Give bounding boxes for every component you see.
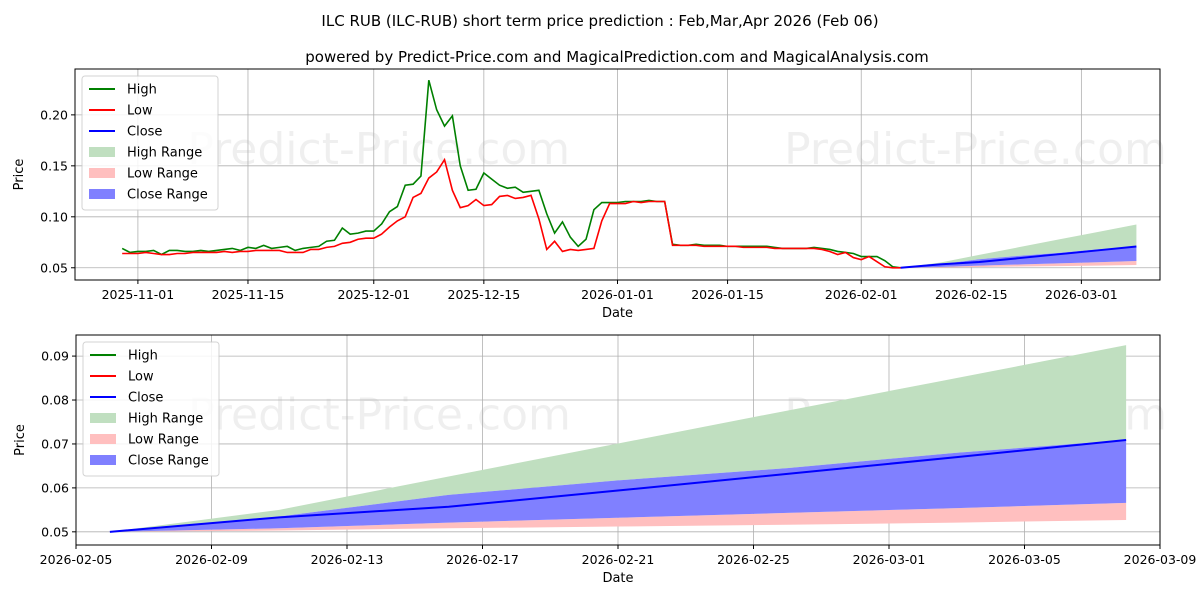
y-tick-label: 0.10 bbox=[40, 209, 68, 224]
history-chart: Predict-Price.com Predict-Price.com 2025-1… bbox=[12, 68, 1167, 321]
watermark: Predict-Price.com bbox=[187, 124, 570, 175]
legend-label: Low bbox=[127, 104, 153, 119]
high-line bbox=[121, 80, 901, 269]
low-range-area bbox=[109, 502, 1127, 532]
y-tick-label: 0.06 bbox=[41, 480, 69, 495]
x-tick-label: 2025-11-01 bbox=[102, 287, 175, 302]
y-tick-label: 0.09 bbox=[41, 349, 69, 364]
x-tick-label: 2026-03-09 bbox=[1124, 552, 1197, 567]
legend-label: Close bbox=[128, 391, 163, 406]
legend-swatch-close-range bbox=[90, 455, 116, 465]
legend-label: High bbox=[128, 349, 158, 364]
x-tick-label: 2026-02-09 bbox=[175, 552, 248, 567]
close-range-area bbox=[109, 440, 1127, 532]
legend-label: High Range bbox=[128, 412, 203, 427]
x-tick-label: 2026-02-01 bbox=[825, 287, 898, 302]
x-tick-label: 2026-01-01 bbox=[581, 287, 654, 302]
legend-swatch-high-range bbox=[90, 413, 116, 423]
y-tick-label: 0.15 bbox=[40, 158, 68, 173]
y-axis-label: Price bbox=[12, 159, 27, 191]
forecast-chart: Predict-Price.comPredict-Price.com2026-0… bbox=[13, 334, 1197, 586]
legend-label: Close Range bbox=[128, 454, 209, 469]
legend-swatch-close-range bbox=[89, 189, 115, 199]
x-tick-label: 2026-03-01 bbox=[1045, 287, 1118, 302]
legend-swatch-high-range bbox=[89, 147, 115, 157]
low-range-area bbox=[900, 261, 1137, 268]
plot-frame bbox=[74, 68, 1161, 281]
x-tick-label: 2026-02-15 bbox=[935, 287, 1008, 302]
y-axis-label: Price bbox=[13, 424, 28, 456]
legend-label: Close Range bbox=[127, 188, 208, 203]
x-tick-label: 2026-02-17 bbox=[446, 552, 519, 567]
high-range-area bbox=[900, 224, 1137, 268]
legend-swatch-low-range bbox=[90, 434, 116, 444]
x-tick-label: 2026-03-01 bbox=[853, 552, 926, 567]
legend-label: Close bbox=[127, 125, 162, 140]
legend-box bbox=[81, 75, 219, 211]
high-range-area bbox=[109, 345, 1127, 532]
x-tick-label: 2026-01-15 bbox=[691, 287, 764, 302]
x-axis-label: Date bbox=[602, 306, 633, 321]
x-tick-label: 2026-02-05 bbox=[40, 552, 113, 567]
chart-subtitle: powered by Predict-Price.com and Magical… bbox=[305, 48, 929, 66]
legend-box bbox=[82, 341, 220, 477]
legend-label: High Range bbox=[127, 146, 202, 161]
legend-label: Low Range bbox=[128, 433, 199, 448]
close-line bbox=[109, 439, 1127, 533]
x-tick-label: 2025-11-15 bbox=[212, 287, 285, 302]
y-tick-label: 0.05 bbox=[41, 524, 69, 539]
legend-label: Low Range bbox=[127, 167, 198, 182]
y-tick-label: 0.07 bbox=[41, 436, 69, 451]
watermark: Predict-Price.com bbox=[188, 390, 571, 441]
y-tick-label: 0.08 bbox=[41, 393, 69, 408]
legend-label: Low bbox=[128, 370, 154, 385]
x-tick-label: 2026-03-05 bbox=[988, 552, 1061, 567]
legend-swatch-low-range bbox=[89, 168, 115, 178]
plot-frame bbox=[75, 334, 1161, 546]
watermark: Predict-Price.com bbox=[784, 124, 1167, 175]
legend-label: High bbox=[127, 83, 157, 98]
y-tick-label: 0.20 bbox=[40, 107, 68, 122]
close-line bbox=[900, 245, 1137, 269]
x-tick-label: 2025-12-01 bbox=[337, 287, 410, 302]
x-tick-label: 2026-02-13 bbox=[311, 552, 384, 567]
x-tick-label: 2026-02-21 bbox=[582, 552, 655, 567]
chart-title: ILC RUB (ILC-RUB) short term price predi… bbox=[321, 12, 878, 30]
x-axis-label: Date bbox=[602, 571, 633, 586]
y-tick-label: 0.05 bbox=[40, 260, 68, 275]
x-tick-label: 2025-12-15 bbox=[448, 287, 521, 302]
x-tick-label: 2026-02-25 bbox=[717, 552, 790, 567]
low-line bbox=[122, 157, 901, 269]
